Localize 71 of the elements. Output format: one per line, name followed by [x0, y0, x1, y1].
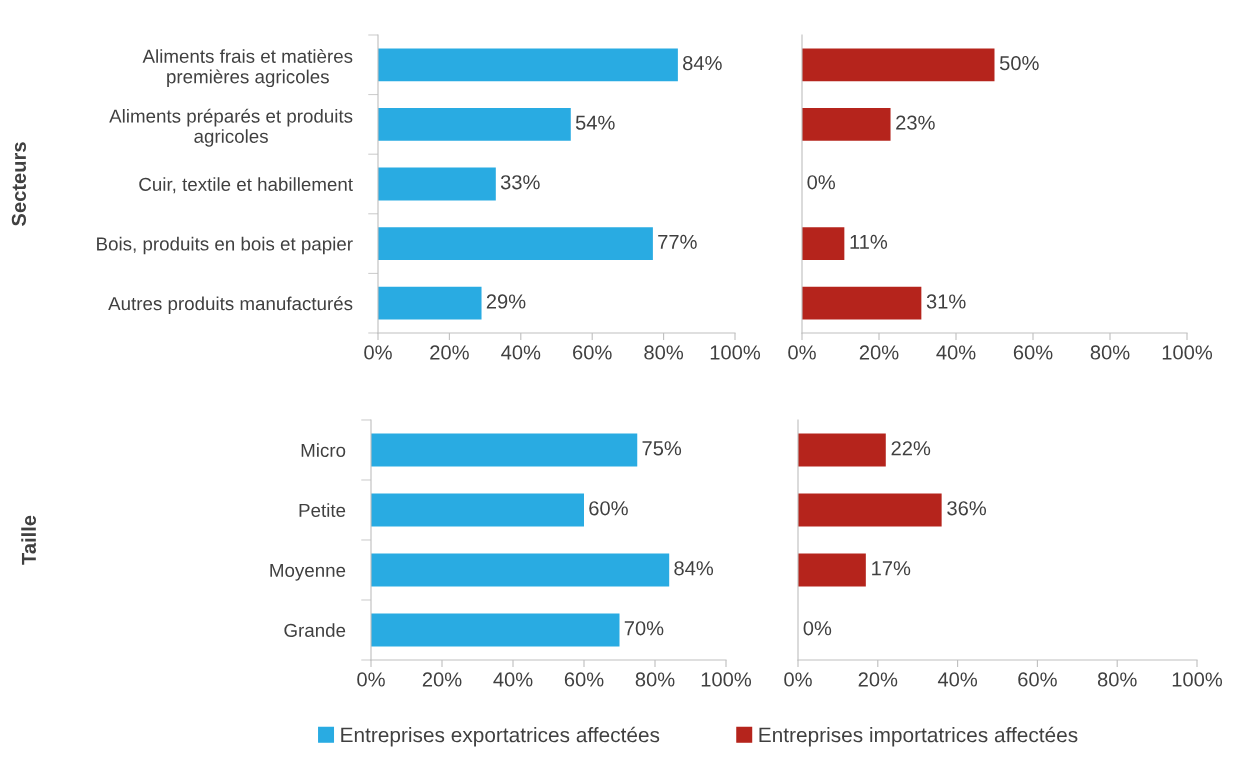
y-tick-label: Aliments préparés et produits agricoles — [109, 108, 353, 147]
bar — [378, 286, 482, 320]
y-tick-label: Aliments frais et matières premières agricoles — [142, 48, 353, 88]
x-tick-label: 0% — [364, 345, 392, 360]
bar — [371, 613, 620, 647]
bar — [802, 227, 845, 260]
x-tick-label: 60% — [564, 672, 604, 687]
data-label: 22% — [891, 441, 931, 456]
x-tick-label: 100% — [710, 345, 761, 360]
bar — [371, 433, 638, 467]
bar — [371, 493, 584, 527]
x-tick-label: 40% — [936, 345, 976, 360]
x-tick-label: 20% — [859, 345, 899, 360]
y-tick-label: Moyenne — [270, 563, 346, 581]
bar — [378, 48, 678, 82]
y-tick-label: Cuir, textile et habillement — [139, 177, 353, 194]
x-tick-label: 0% — [784, 672, 812, 687]
data-label: 60% — [589, 501, 628, 516]
bar — [378, 167, 496, 201]
x-tick-label: 40% — [937, 672, 978, 687]
bar — [802, 286, 922, 320]
x-tick-label: 80% — [635, 672, 675, 687]
x-tick-label: 80% — [1090, 345, 1130, 360]
y-tick-label: Grande — [284, 623, 346, 637]
x-tick-label: 0% — [788, 345, 816, 360]
data-label: 77% — [658, 234, 697, 249]
bar — [798, 433, 886, 467]
bar — [802, 108, 891, 141]
y-axis-title: Taille — [21, 515, 37, 565]
x-tick-label: 20% — [858, 672, 898, 687]
legend-label: Entreprises exportatrices affectées — [341, 726, 660, 747]
data-label: 54% — [575, 115, 615, 130]
x-tick-label: 0% — [357, 672, 385, 687]
x-tick-label: 40% — [493, 672, 533, 687]
x-tick-label: 60% — [573, 345, 612, 360]
bar — [378, 227, 653, 260]
data-label: 0% — [807, 175, 836, 190]
y-tick-label: Autres produits manufacturés — [108, 296, 353, 314]
data-label: 36% — [947, 501, 987, 516]
y-tick-label: Bois, produits en bois et papier — [97, 236, 353, 255]
bar — [798, 553, 866, 587]
data-label: 75% — [642, 441, 682, 456]
data-label: 11% — [850, 234, 888, 249]
x-tick-label: 100% — [701, 672, 752, 687]
bar — [378, 108, 571, 141]
y-tick-label: Petite — [299, 503, 346, 517]
bar — [371, 553, 670, 587]
data-label: 33% — [500, 175, 540, 190]
y-axis-title: Secteurs — [11, 142, 27, 226]
legend-label: Entreprises importatrices affectées — [759, 726, 1078, 747]
data-label: 50% — [999, 55, 1039, 71]
x-tick-label: 60% — [1013, 345, 1053, 360]
data-label: 84% — [674, 561, 714, 576]
x-tick-label: 80% — [644, 345, 684, 360]
x-tick-label: 40% — [501, 345, 541, 360]
x-tick-label: 100% — [1162, 345, 1213, 360]
data-label: 31% — [926, 294, 966, 309]
bar — [798, 493, 942, 527]
data-label: 70% — [624, 621, 664, 636]
x-tick-label: 80% — [1097, 672, 1137, 687]
data-label: 17% — [872, 561, 911, 576]
x-tick-label: 20% — [430, 345, 469, 360]
data-label: 29% — [486, 294, 526, 309]
bar — [802, 48, 995, 82]
data-label: 84% — [683, 55, 722, 71]
data-label: 0% — [803, 621, 832, 636]
x-tick-label: 20% — [422, 672, 462, 687]
data-label: 23% — [896, 115, 935, 130]
y-tick-label: Micro — [301, 443, 346, 457]
x-tick-label: 100% — [1172, 672, 1223, 687]
x-tick-label: 60% — [1018, 672, 1057, 687]
